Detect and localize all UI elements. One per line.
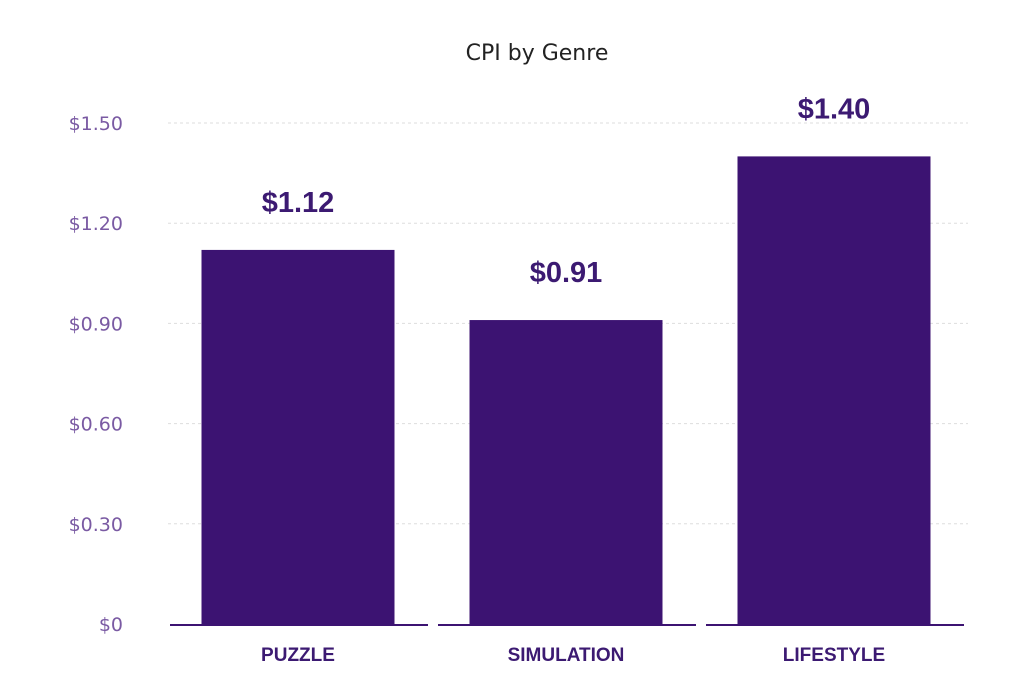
bar (737, 156, 931, 624)
y-axis-ticks: $0 $0.30 $0.60 $0.90 $1.20 $1.50 (69, 113, 123, 636)
data-label: $0.91 (530, 257, 603, 289)
y-tick-label: $0.90 (69, 313, 123, 335)
bars (201, 156, 931, 625)
data-labels: $1.12 $0.91 $1.40 (262, 93, 871, 289)
y-tick-label: $0 (99, 614, 123, 636)
bar (201, 249, 395, 625)
data-label: $1.12 (262, 187, 335, 219)
y-tick-label: $0.30 (69, 514, 123, 536)
y-tick-label: $0.60 (69, 414, 123, 436)
x-tick-label: LIFESTYLE (783, 645, 885, 666)
x-axis-ticks: PUZZLE SIMULATION LIFESTYLE (261, 645, 885, 666)
y-tick-label: $1.50 (69, 113, 123, 135)
chart-title: CPI by Genre (466, 41, 609, 66)
y-tick-label: $1.20 (69, 213, 123, 235)
data-label: $1.40 (798, 93, 871, 125)
bar (469, 320, 663, 624)
x-tick-label: PUZZLE (261, 645, 335, 666)
x-tick-label: SIMULATION (508, 645, 625, 666)
